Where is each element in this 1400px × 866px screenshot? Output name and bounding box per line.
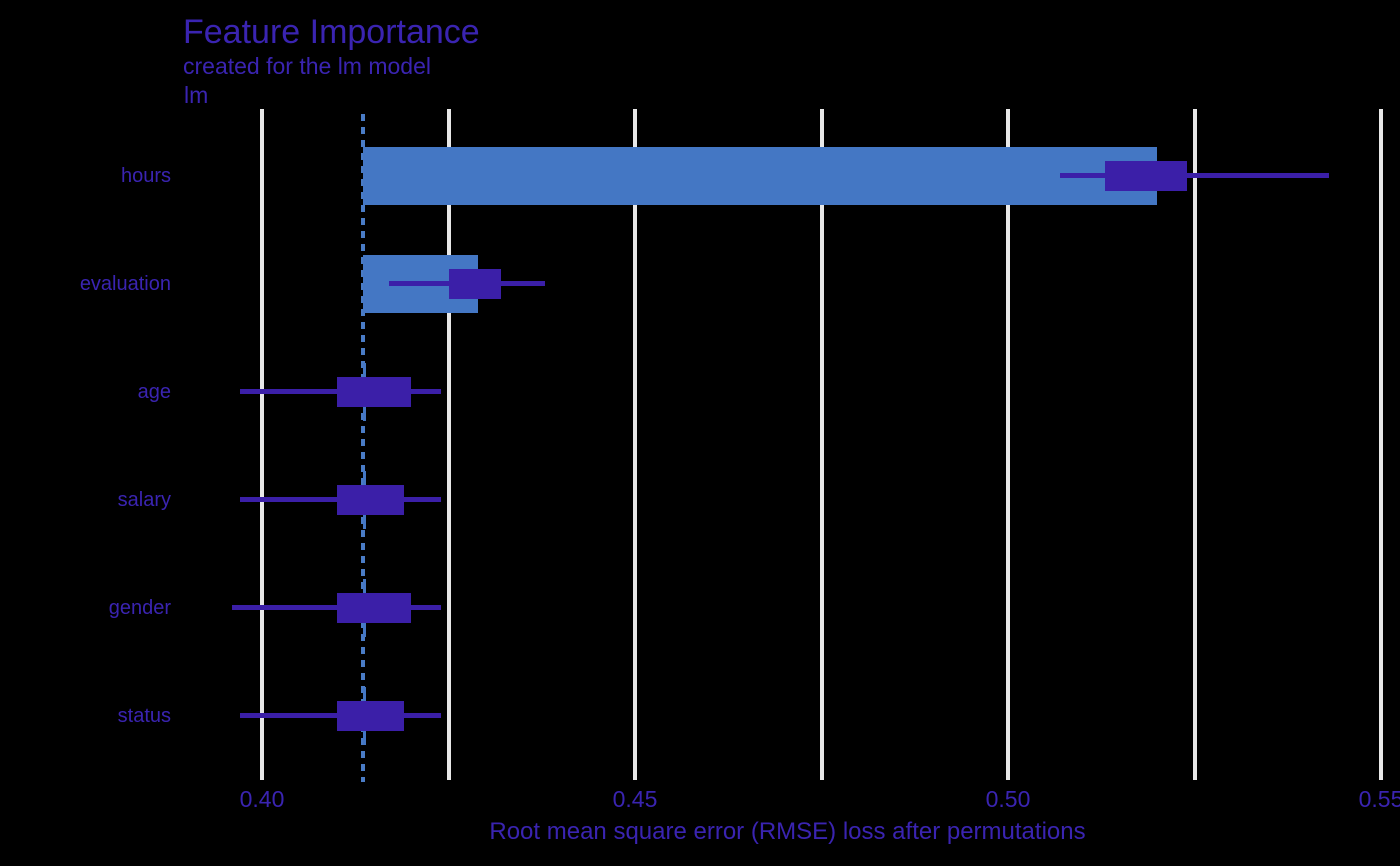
y-axis-label-gender: gender <box>108 597 171 619</box>
boxplot-box-hours <box>1104 161 1188 191</box>
plot-title: Feature Importance <box>183 13 480 51</box>
x-tick-label: 0.40 <box>239 786 285 812</box>
plot-subtitle: created for the lm model <box>183 53 432 79</box>
y-axis-label-age: age <box>137 381 171 403</box>
x-gridline <box>1192 109 1197 780</box>
x-tick-label: 0.45 <box>612 786 658 812</box>
boxplot-whisker-hours <box>1060 173 1329 178</box>
importance-bar-hours <box>362 147 1158 205</box>
baseline-dashed-line <box>360 114 365 782</box>
boxplot-box-age <box>336 377 412 407</box>
boxplot-box-status <box>336 701 404 731</box>
facet-strip-label: lm <box>184 82 209 108</box>
boxplot-box-salary <box>336 485 404 515</box>
x-gridline <box>446 109 451 780</box>
y-axis-label-status: status <box>117 705 171 727</box>
x-tick-label: 0.55 <box>1358 786 1400 812</box>
x-gridline <box>1379 109 1383 780</box>
y-axis-label-evaluation: evaluation <box>79 273 171 295</box>
x-tick-label: 0.50 <box>985 786 1031 812</box>
boxplot-box-evaluation <box>448 269 501 299</box>
x-gridline <box>633 109 637 780</box>
x-axis-title: Root mean square error (RMSE) loss after… <box>489 818 1086 845</box>
boxplot-box-gender <box>336 593 412 623</box>
y-axis-label-hours: hours <box>120 165 171 187</box>
x-gridline <box>1006 109 1010 780</box>
x-gridline <box>819 109 824 780</box>
x-gridline <box>260 109 264 780</box>
y-axis-label-salary: salary <box>117 489 171 511</box>
